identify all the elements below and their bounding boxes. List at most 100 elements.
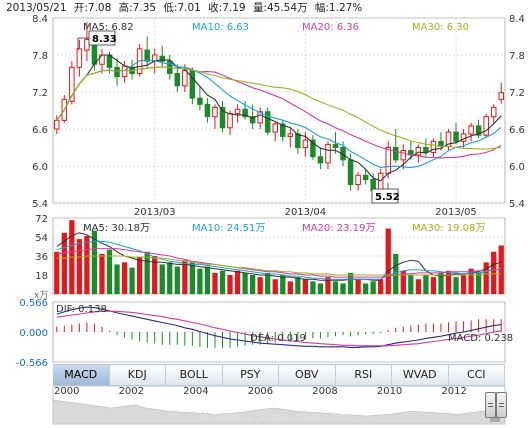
tab-kdj[interactable]: KDJ: [109, 365, 166, 385]
quote-change: 幅:1.27%: [314, 2, 363, 14]
price-grid: [53, 17, 505, 204]
low-annotation-label: 5.52: [375, 192, 400, 203]
volume-bar: [347, 272, 354, 294]
tab-cci[interactable]: CCI: [448, 365, 505, 385]
volume-bar: [159, 264, 165, 294]
volume-y-tick: 54: [35, 233, 48, 244]
quote-low: 低:7.01: [163, 2, 201, 14]
candle-body: [355, 174, 361, 185]
volume-moving-averages: [56, 232, 502, 281]
candle-body: [483, 116, 489, 136]
timeline-year-labels: 2000 2002 2004 2006 2008 2010 2012: [53, 386, 505, 400]
price-legend-ma20: MA20: 6.36: [302, 22, 359, 33]
price-y-tick-right: 7.8: [509, 51, 525, 62]
volume-bar: [295, 277, 301, 294]
volume-y-tick: 36: [35, 252, 48, 263]
price-moving-averages: [56, 54, 502, 182]
volume-bar: [355, 279, 361, 294]
volume-bar: [227, 275, 233, 294]
volume-y-tick: 18: [35, 271, 48, 282]
price-panel: [52, 17, 506, 204]
quote-volume: 量:45.54万: [252, 2, 308, 14]
macd-legend-macd: MACD: 0.238: [448, 333, 513, 344]
candle-body: [362, 174, 369, 181]
timeline-year-label: 2000: [54, 386, 80, 397]
low-annotation: 5.52: [371, 183, 400, 204]
volume-bar: [280, 275, 286, 294]
tab-rsi[interactable]: RSI: [335, 365, 392, 385]
volume-bar: [204, 266, 211, 294]
volume-bar: [400, 270, 406, 294]
macd-legend-dea: DEA: 0.019: [250, 333, 306, 344]
candle-body: [438, 140, 444, 147]
price-x-tick: 2013/03: [134, 207, 176, 218]
price-y-tick-left: 7.8: [32, 51, 48, 62]
volume-y-ticks: 72 54 36 18: [35, 214, 48, 282]
volume-legend-ma20: MA20: 23.19万: [302, 223, 375, 234]
volume-bar: [362, 283, 369, 294]
volume-bar: [415, 279, 422, 294]
price-y-tick-right: 8.4: [509, 14, 525, 25]
volume-bar: [498, 245, 504, 294]
timeline-left-handle[interactable]: [485, 392, 496, 418]
volume-bar: [219, 270, 226, 294]
price-y-tick-left: 5.4: [32, 199, 48, 210]
volume-bar: [272, 279, 278, 294]
timeline-year-label: 2002: [118, 386, 145, 397]
volume-ma10-line: [56, 240, 502, 280]
volume-bar: [106, 249, 113, 294]
price-y-tick-left: 8.4: [32, 14, 48, 25]
candle-body: [475, 125, 482, 136]
volume-bar: [76, 239, 83, 294]
macd-y-ticks: 0.566 0.000 -0.566: [16, 298, 48, 369]
candle-body: [91, 42, 98, 65]
candle-body: [423, 147, 429, 153]
price-candles: [54, 22, 504, 196]
timeline-year-label: 2006: [247, 386, 274, 397]
volume-bar: [249, 275, 256, 294]
volume-unit-label: x万: [34, 291, 48, 301]
candle-body: [377, 172, 384, 192]
candle-body: [234, 108, 241, 115]
price-y-tick-right: 7.2: [509, 88, 525, 99]
candle-body: [219, 106, 226, 129]
tab-macd[interactable]: MACD: [53, 365, 110, 385]
price-x-tick: 2013/05: [435, 207, 477, 218]
volume-bar: [393, 253, 399, 294]
price-ma30-line: [56, 66, 502, 150]
candle-body: [400, 150, 407, 161]
volume-bar: [242, 272, 248, 294]
tab-obv[interactable]: OBV: [279, 365, 336, 385]
quote-close: 收:7.19: [208, 2, 246, 14]
volume-bar: [423, 275, 429, 294]
volume-bar: [317, 283, 324, 294]
tab-wvad[interactable]: WVAD: [392, 365, 449, 385]
volume-bar: [234, 270, 241, 294]
candle-body: [144, 49, 150, 62]
volume-bar: [310, 281, 316, 294]
price-y-tick-left: 6.6: [32, 125, 48, 136]
volume-bar: [84, 235, 90, 294]
price-x-tick: 2013/04: [285, 207, 327, 218]
volume-bar: [332, 281, 339, 294]
candle-body: [197, 97, 203, 105]
high-annotation-label: 8.33: [92, 34, 117, 45]
candle-body: [76, 48, 83, 68]
price-legend-ma30: MA30: 6.30: [412, 22, 469, 33]
timeline-year-label: 2008: [312, 386, 338, 397]
volume-ma20-line: [56, 248, 502, 278]
volume-bar: [91, 230, 98, 294]
candle-body: [287, 133, 294, 137]
candle-body: [468, 125, 474, 135]
timeline-year-label: 2004: [183, 386, 209, 397]
candle-body: [159, 55, 165, 62]
candle-body: [302, 139, 309, 149]
tab-boll[interactable]: BOLL: [166, 365, 223, 385]
volume-legend-ma10: MA10: 24.51万: [192, 223, 265, 234]
volume-bar: [114, 264, 120, 294]
tab-psy[interactable]: PSY: [222, 365, 279, 385]
quote-open: 开:7.08: [73, 2, 112, 14]
volume-bar: [378, 279, 384, 294]
timeline-right-handle[interactable]: [496, 392, 507, 418]
